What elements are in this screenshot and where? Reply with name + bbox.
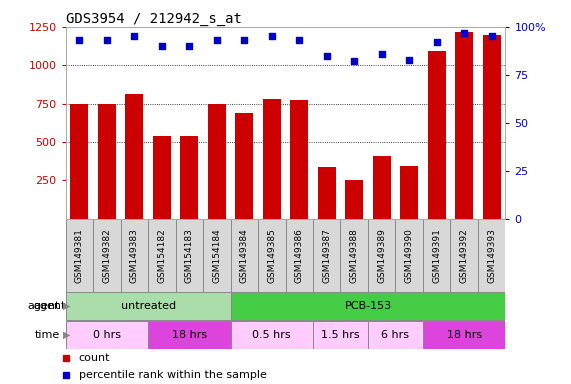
Text: GSM149391: GSM149391 bbox=[432, 228, 441, 283]
Text: GSM154184: GSM154184 bbox=[212, 228, 222, 283]
Text: time: time bbox=[35, 330, 60, 340]
Text: 0.5 hrs: 0.5 hrs bbox=[252, 330, 291, 340]
Bar bbox=[395, 219, 423, 292]
Bar bbox=[203, 219, 231, 292]
Bar bbox=[208, 104, 226, 219]
Bar bbox=[180, 136, 198, 219]
Text: 18 hrs: 18 hrs bbox=[172, 330, 207, 340]
Bar bbox=[313, 219, 340, 292]
Bar bbox=[455, 32, 473, 219]
Point bbox=[487, 33, 496, 40]
Bar bbox=[478, 219, 505, 292]
Text: GSM149393: GSM149393 bbox=[487, 228, 496, 283]
Bar bbox=[451, 219, 478, 292]
Text: percentile rank within the sample: percentile rank within the sample bbox=[79, 370, 267, 381]
Text: 0 hrs: 0 hrs bbox=[93, 330, 121, 340]
Bar bbox=[368, 321, 423, 349]
Bar bbox=[423, 219, 451, 292]
Text: ▶: ▶ bbox=[63, 330, 70, 340]
Text: GSM154183: GSM154183 bbox=[185, 228, 194, 283]
Bar bbox=[176, 219, 203, 292]
Bar bbox=[70, 104, 89, 219]
Bar bbox=[93, 219, 120, 292]
Point bbox=[130, 33, 139, 40]
Bar bbox=[235, 113, 253, 219]
Text: 18 hrs: 18 hrs bbox=[447, 330, 482, 340]
Bar bbox=[148, 321, 231, 349]
Point bbox=[75, 37, 84, 43]
Point bbox=[157, 43, 166, 49]
Point bbox=[377, 51, 386, 57]
Point bbox=[349, 58, 359, 65]
Bar bbox=[66, 321, 148, 349]
Text: GSM149382: GSM149382 bbox=[102, 228, 111, 283]
Bar bbox=[286, 219, 313, 292]
Bar bbox=[368, 219, 395, 292]
Text: GSM149387: GSM149387 bbox=[322, 228, 331, 283]
Text: GSM154182: GSM154182 bbox=[158, 228, 166, 283]
Point bbox=[185, 43, 194, 49]
Bar bbox=[345, 180, 363, 219]
Text: untreated: untreated bbox=[120, 301, 176, 311]
Bar bbox=[373, 156, 391, 219]
Point bbox=[432, 39, 441, 45]
Point bbox=[295, 37, 304, 43]
Bar bbox=[153, 136, 171, 219]
Bar bbox=[400, 166, 418, 219]
Bar bbox=[313, 321, 368, 349]
Text: 1.5 hrs: 1.5 hrs bbox=[321, 330, 360, 340]
Bar bbox=[231, 321, 313, 349]
Point bbox=[405, 56, 414, 63]
Text: GSM149384: GSM149384 bbox=[240, 228, 249, 283]
Text: GSM149392: GSM149392 bbox=[460, 228, 469, 283]
Bar bbox=[482, 35, 501, 219]
Bar bbox=[290, 100, 308, 219]
Bar bbox=[66, 219, 93, 292]
Text: GSM149389: GSM149389 bbox=[377, 228, 386, 283]
Text: GSM149388: GSM149388 bbox=[349, 228, 359, 283]
Text: GDS3954 / 212942_s_at: GDS3954 / 212942_s_at bbox=[66, 12, 242, 26]
Text: agent: agent bbox=[27, 301, 60, 311]
Point bbox=[460, 30, 469, 36]
Bar bbox=[126, 94, 143, 219]
Point bbox=[267, 33, 276, 40]
Bar bbox=[423, 321, 505, 349]
Text: GSM149381: GSM149381 bbox=[75, 228, 84, 283]
Text: PCB-153: PCB-153 bbox=[344, 301, 392, 311]
Bar bbox=[98, 104, 116, 219]
Bar bbox=[263, 99, 281, 219]
Text: GSM149385: GSM149385 bbox=[267, 228, 276, 283]
Bar bbox=[231, 293, 505, 320]
Text: agent: agent bbox=[33, 301, 66, 311]
Bar bbox=[148, 219, 176, 292]
Bar bbox=[340, 219, 368, 292]
Text: 6 hrs: 6 hrs bbox=[381, 330, 409, 340]
Text: ▶: ▶ bbox=[63, 301, 70, 311]
Bar bbox=[66, 293, 231, 320]
Bar bbox=[120, 219, 148, 292]
Point bbox=[322, 53, 331, 59]
Bar bbox=[231, 219, 258, 292]
Text: GSM149390: GSM149390 bbox=[405, 228, 413, 283]
Point bbox=[212, 37, 222, 43]
Bar bbox=[318, 167, 336, 219]
Point bbox=[102, 37, 111, 43]
Text: count: count bbox=[79, 353, 110, 363]
Point bbox=[240, 37, 249, 43]
Text: GSM149383: GSM149383 bbox=[130, 228, 139, 283]
Bar bbox=[258, 219, 286, 292]
Text: GSM149386: GSM149386 bbox=[295, 228, 304, 283]
Bar bbox=[428, 51, 445, 219]
